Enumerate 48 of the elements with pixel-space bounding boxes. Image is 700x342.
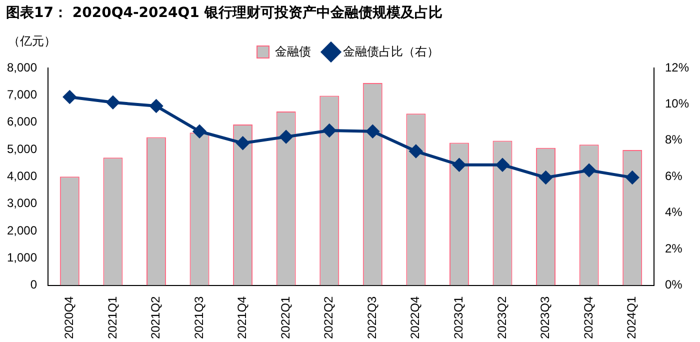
- point: [193, 124, 206, 138]
- y-tick-label: 2,000: [7, 223, 38, 238]
- x-tick-label: 2021Q1: [105, 296, 120, 339]
- y2-tick-label: 4%: [664, 205, 683, 220]
- point: [452, 158, 466, 172]
- legend-label: 金融债: [275, 44, 311, 58]
- y-tick-label: 0: [30, 278, 38, 292]
- point: [236, 136, 250, 150]
- y2-tick-label: 12%: [664, 60, 690, 74]
- x-tick-label: 2022Q1: [278, 296, 292, 339]
- x-tick-label: 2022Q4: [408, 296, 422, 339]
- y2-tick-label: 0%: [664, 278, 683, 292]
- point: [63, 90, 76, 104]
- point: [582, 164, 596, 177]
- y-tick-label: 8,000: [7, 60, 38, 74]
- y-tick-label: 7,000: [7, 87, 38, 102]
- x-tick-label: 2023Q4: [581, 296, 596, 339]
- x-tick-label: 2023Q3: [538, 296, 552, 339]
- point: [150, 100, 163, 113]
- legend-label: 金融债占比（右）: [343, 44, 439, 58]
- x-tick-label: 2021Q3: [192, 296, 206, 339]
- y-axis-title: （亿元）: [8, 34, 56, 48]
- y2-tick-label: 2%: [664, 241, 683, 256]
- x-tick-label: 2022Q3: [364, 296, 379, 339]
- chart-title: 图表17： 2020Q4-2024Q1 银行理财可投资产中金融债规模及占比: [6, 4, 442, 22]
- x-tick-label: 2022Q2: [322, 296, 336, 339]
- y-tick-label: 3,000: [7, 196, 38, 210]
- point: [322, 124, 336, 137]
- point: [106, 96, 120, 109]
- point: [496, 158, 509, 172]
- y-tick-label: 6,000: [7, 114, 38, 129]
- x-tick-label: 2024Q1: [624, 296, 639, 339]
- y-tick-label: 4,000: [7, 168, 38, 183]
- x-tick-label: 2020Q4: [62, 296, 76, 339]
- point: [539, 171, 552, 184]
- x-tick-label: 2023Q2: [494, 296, 509, 339]
- point: [366, 124, 380, 138]
- point: [626, 171, 639, 184]
- y2-tick-label: 8%: [664, 132, 683, 147]
- y-tick-label: 1,000: [7, 250, 38, 264]
- x-tick-label: 2021Q4: [235, 296, 250, 339]
- y-tick-label: 5,000: [7, 142, 38, 156]
- x-tick-label: 2023Q1: [452, 296, 466, 339]
- x-tick-label: 2021Q2: [148, 296, 163, 339]
- point: [409, 144, 422, 158]
- point: [280, 130, 293, 144]
- y2-tick-label: 10%: [664, 96, 690, 111]
- y2-tick-label: 6%: [664, 168, 683, 183]
